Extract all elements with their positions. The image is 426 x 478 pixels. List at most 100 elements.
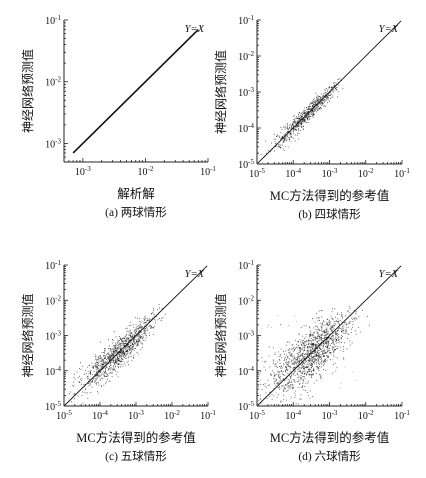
data-point [272, 370, 274, 372]
data-point [115, 348, 117, 350]
data-point [308, 116, 309, 118]
data-point [320, 98, 321, 100]
data-point [120, 343, 122, 345]
data-point [300, 114, 302, 116]
data-point [310, 365, 312, 367]
data-point [317, 368, 319, 370]
data-point [306, 112, 308, 114]
data-point [124, 343, 126, 344]
data-point [137, 340, 139, 342]
data-point [326, 334, 328, 336]
data-point [335, 338, 337, 340]
data-point [295, 362, 297, 364]
data-point [331, 96, 333, 98]
data-point [287, 127, 288, 129]
data-point [292, 379, 294, 381]
data-point [293, 115, 295, 117]
data-point [99, 372, 101, 373]
data-point [317, 329, 319, 331]
data-point [82, 365, 84, 367]
data-point [114, 362, 116, 364]
data-point [266, 397, 268, 399]
data-point [294, 122, 296, 123]
reference-line [72, 28, 199, 154]
data-point [113, 351, 115, 353]
data-point [299, 351, 301, 352]
data-point [300, 379, 302, 381]
data-point [114, 364, 116, 365]
data-point [340, 331, 342, 333]
data-point [294, 367, 296, 368]
data-point [348, 322, 350, 324]
data-point [330, 329, 332, 331]
data-point [126, 352, 128, 354]
data-point [312, 358, 314, 360]
data-point [328, 94, 329, 96]
data-point [303, 343, 305, 345]
data-point [314, 102, 316, 104]
data-point [131, 347, 133, 349]
data-point [87, 392, 89, 394]
data-point [127, 331, 129, 333]
data-point [298, 119, 300, 121]
data-point [290, 398, 292, 400]
data-point [335, 89, 337, 91]
data-point [327, 357, 329, 359]
data-point [116, 356, 118, 358]
data-point [153, 327, 155, 329]
data-point [324, 360, 326, 361]
data-point [291, 356, 293, 358]
data-point [320, 344, 322, 346]
data-point [283, 387, 285, 388]
data-point [321, 310, 323, 312]
data-point [147, 320, 149, 322]
x-tick-label: 10-3 [75, 165, 91, 178]
data-point [334, 85, 336, 86]
data-point [298, 112, 300, 114]
data-point [298, 115, 300, 117]
data-point [309, 351, 311, 353]
data-point [334, 348, 336, 350]
data-point [283, 364, 285, 366]
data-point [137, 353, 139, 355]
data-point [144, 332, 146, 334]
data-point [279, 373, 281, 375]
data-point [296, 373, 298, 375]
data-point [332, 341, 334, 343]
data-point [310, 363, 312, 364]
data-point [275, 138, 277, 140]
data-point [148, 332, 150, 334]
data-point [307, 107, 309, 109]
data-point [286, 136, 288, 138]
data-point [132, 324, 134, 326]
y-tick-label: 10-1 [45, 14, 61, 27]
data-point [112, 350, 114, 352]
data-point [328, 340, 330, 342]
data-point [315, 359, 317, 361]
data-point [115, 362, 117, 364]
data-point [69, 393, 70, 395]
data-point [303, 376, 305, 378]
data-point [279, 359, 281, 361]
data-point [280, 367, 282, 369]
data-point [135, 324, 137, 325]
data-point [303, 362, 305, 364]
data-point [157, 309, 159, 311]
data-point [149, 318, 151, 320]
data-point [140, 349, 142, 351]
data-point [274, 352, 276, 354]
data-point [126, 327, 128, 329]
data-point [320, 336, 322, 338]
data-point [306, 363, 308, 365]
data-point [301, 117, 303, 119]
data-point [104, 348, 106, 350]
data-point [311, 345, 313, 347]
data-point [95, 365, 97, 367]
data-point [303, 357, 305, 359]
data-point [318, 98, 320, 100]
data-point [309, 361, 311, 363]
data-point [135, 327, 137, 329]
data-point [294, 397, 296, 398]
data-point [140, 337, 142, 339]
data-point [320, 361, 322, 363]
